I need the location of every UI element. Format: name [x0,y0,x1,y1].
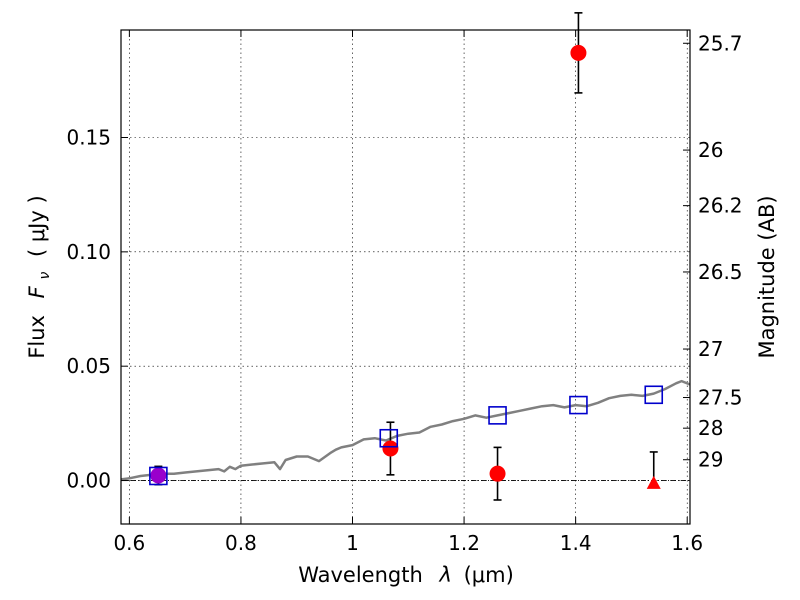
x-tick-label: 0.6 [113,531,145,555]
y-axis-label-subscript: ν [37,272,53,280]
observed-point [489,465,506,482]
x-tick-label: 1 [346,531,359,555]
y2-tick-label: 27 [698,337,723,361]
y-tick-label: 0.05 [66,354,111,378]
y-axis-label: Flux F ν ( μJy ) [25,195,54,358]
model-spectrum-line [120,379,691,481]
y-axis-label-unit: ( μJy ) [25,195,49,257]
observed-point [382,440,399,457]
x-axis-label-symbol: λ [438,563,451,587]
upper-limit-marker [646,475,661,489]
y-tick-label: 0.00 [66,469,111,493]
y2-tick-label: 26.2 [698,194,743,218]
y2-tick-label: 27.5 [698,386,743,410]
x-tick-label: 1.4 [560,531,592,555]
model-bandpass-point [149,466,168,486]
x-tick-label: 0.8 [225,531,257,555]
model-bandpass-point [569,395,588,415]
y-axis-label-symbol: F [25,285,49,298]
plot-frame [120,29,691,525]
x-axis-label: Wavelength λ (μm) [298,563,514,587]
ticks: 0.6 0.8 1 1.2 1.4 1.6 0.00 0.05 0.10 0.15 25.7 26 26… [66,30,743,555]
x-axis-label-text: Wavelength [298,563,423,587]
model-bandpass-point [379,428,399,448]
y2-tick-label: 26 [698,138,723,162]
data-layer [120,12,691,501]
y2-tick-label: 25.7 [698,31,743,55]
model-bandpass-point [644,385,664,405]
y-axis-label-text: Flux [25,315,49,359]
y2-tick-label: 29 [698,448,723,472]
y-tick-label: 0.15 [66,125,111,149]
y-tick-label: 0.10 [66,240,111,264]
x-axis-label-unit: (μm) [464,563,514,587]
y2-tick-label: 26.5 [698,260,743,284]
plot-area [121,30,690,524]
model-bandpass-point [488,406,507,425]
y2-tick-label: 28 [698,416,723,440]
x-tick-label: 1.2 [448,531,480,555]
grid [121,30,690,524]
observed-point [570,44,587,61]
x-tick-label: 1.6 [671,531,703,555]
observed-point [150,467,167,484]
y2-axis-label: Magnitude (AB) [755,195,779,358]
